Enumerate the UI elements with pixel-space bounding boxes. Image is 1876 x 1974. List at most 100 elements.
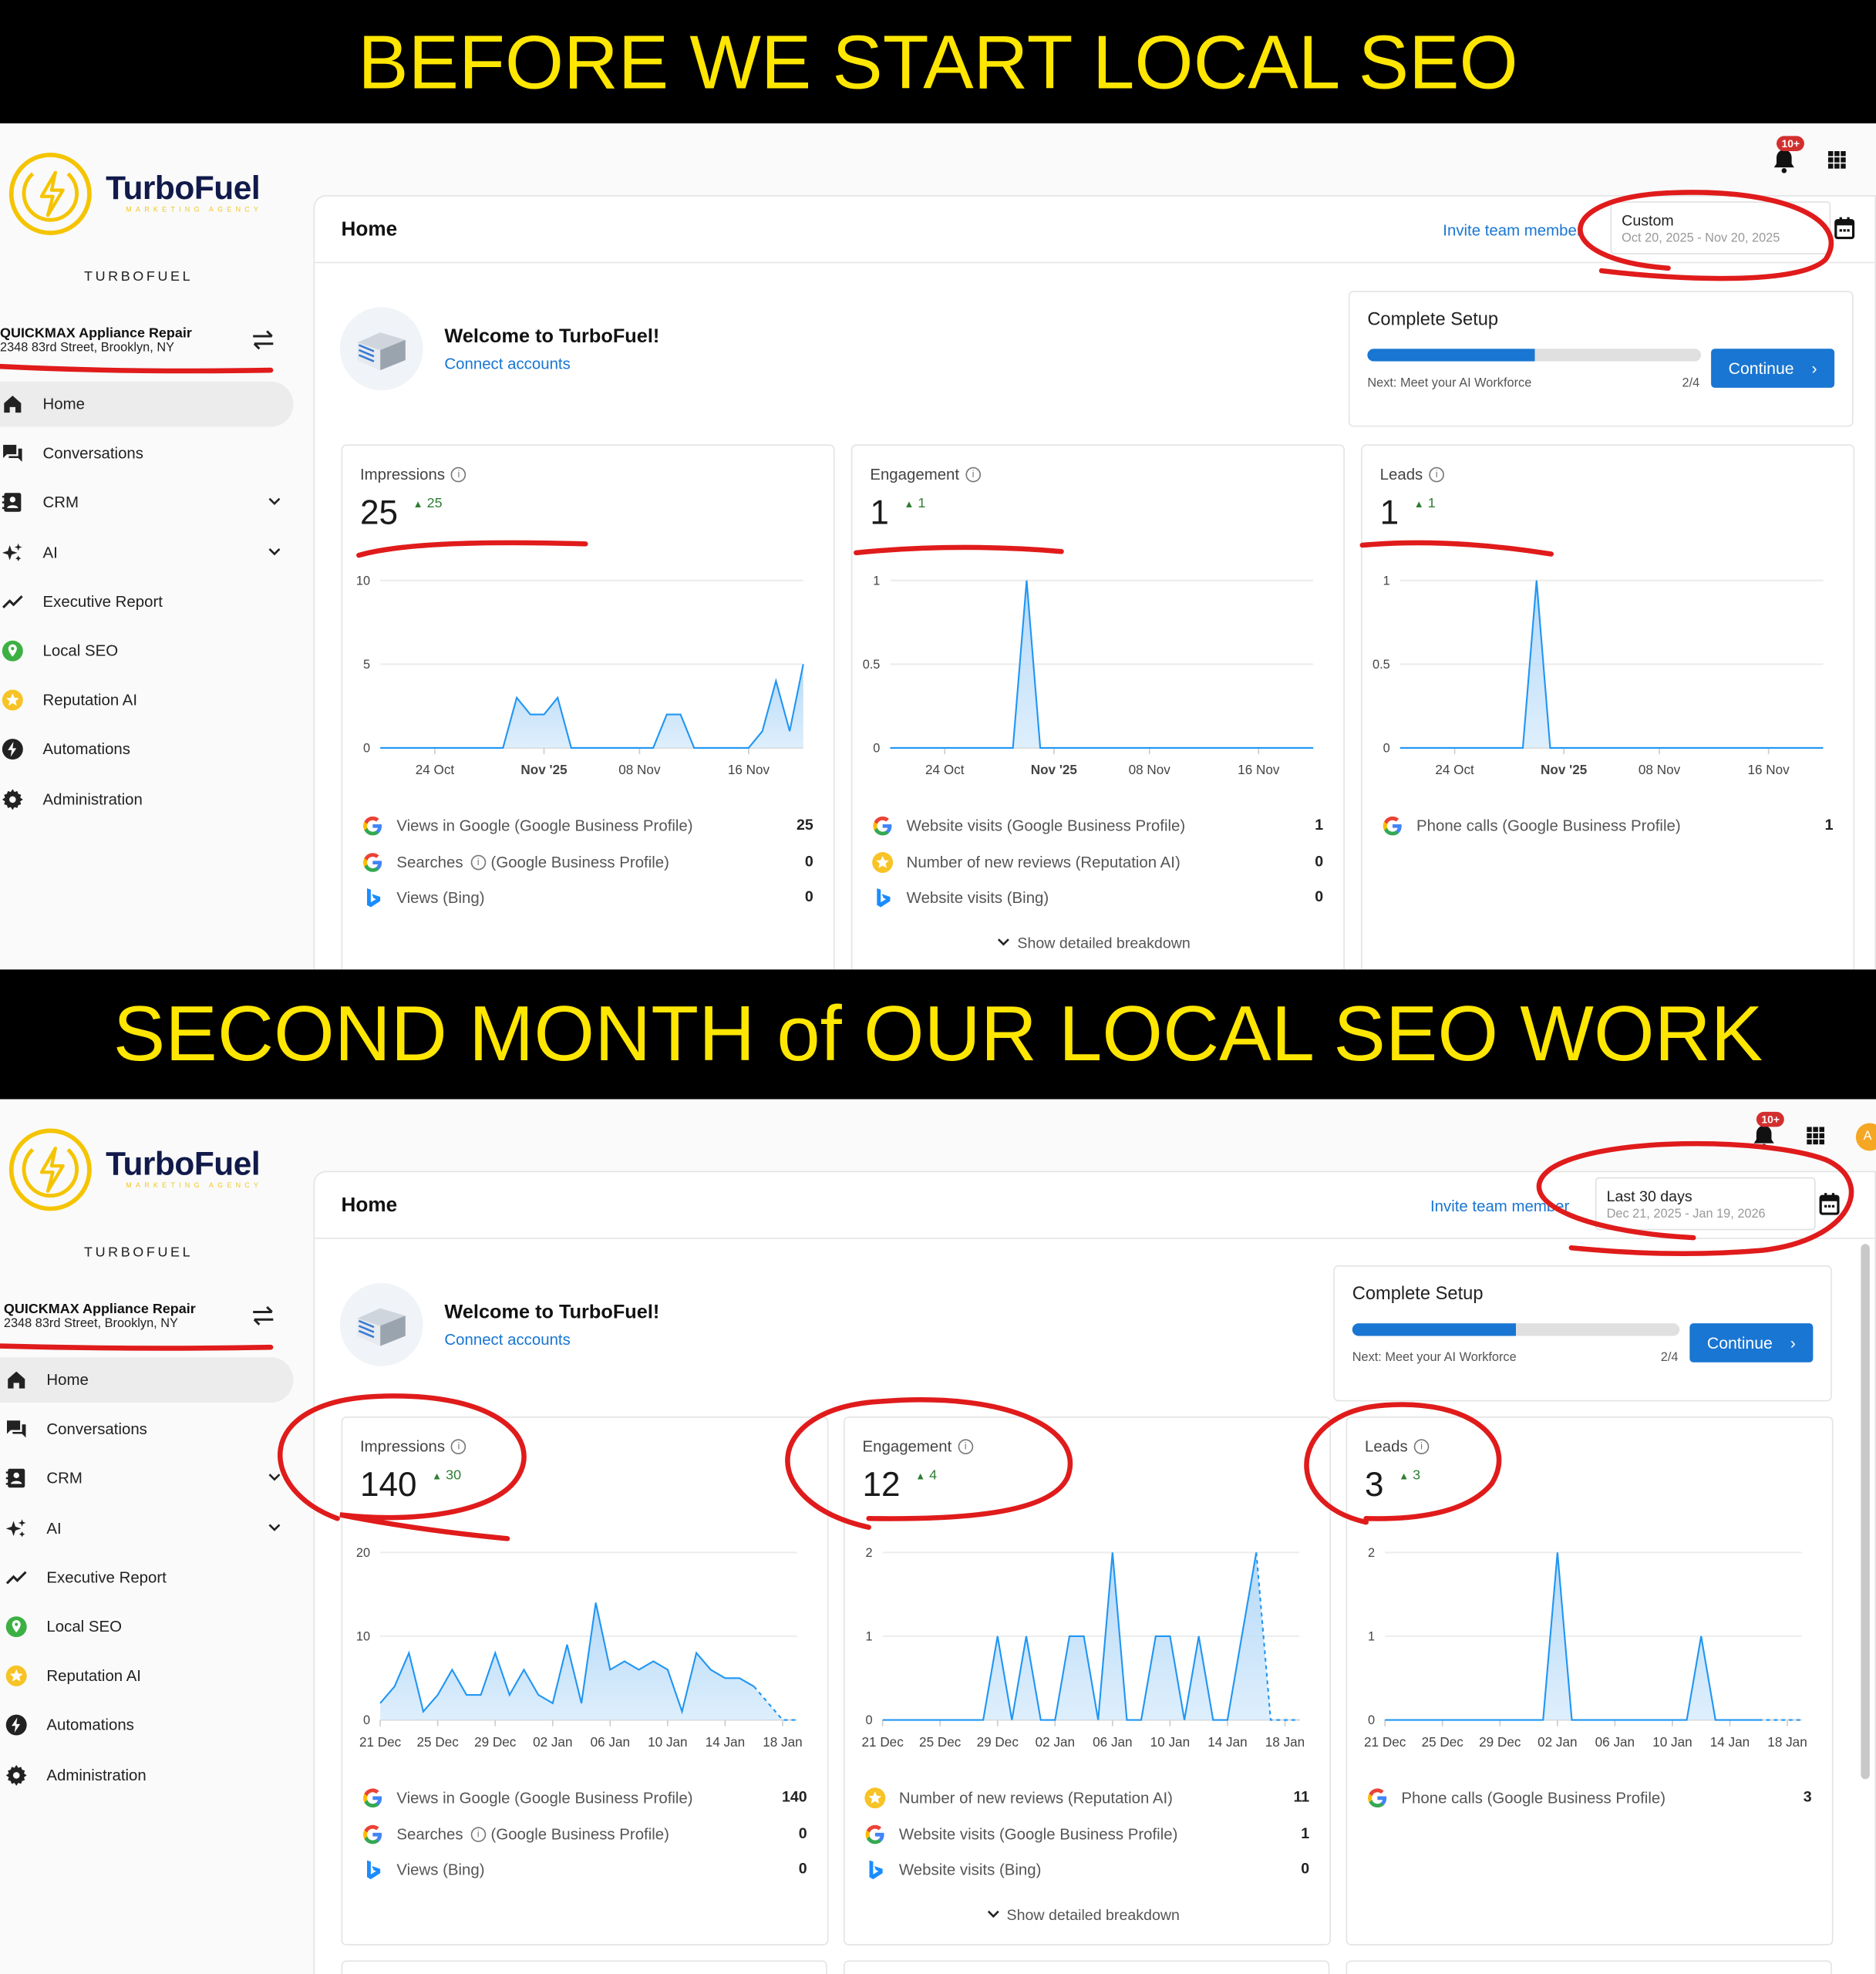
sparkles-icon — [4, 1515, 29, 1541]
sidebar-item-automations[interactable]: Automations — [0, 1703, 293, 1748]
sidebar-item-label: AI — [42, 543, 58, 561]
apps-grid-icon[interactable] — [1827, 150, 1846, 169]
sidebar-item-local-seo[interactable]: Local SEO — [0, 628, 293, 674]
sidebar-item-label: Executive Report — [46, 1568, 167, 1587]
metric-delta: ▲ 1 — [904, 496, 925, 511]
metric-breakdown-row: Website visits (Bing) — [863, 1858, 1042, 1883]
welcome-illustration — [339, 307, 423, 391]
y-tick-label: 5 — [363, 658, 370, 672]
account-switcher[interactable]: QUICKMAX Appliance Repair 2348 83rd Stree… — [4, 1302, 196, 1331]
row-label-suffix: (Google Business Profile) — [490, 853, 669, 871]
sidebar-item-ai[interactable]: AI — [0, 530, 293, 575]
calendar-icon[interactable] — [1834, 217, 1855, 240]
continue-button[interactable]: Continue › — [1711, 349, 1835, 388]
x-tick-label: 14 Jan — [1207, 1734, 1247, 1750]
metric-breakdown-row: Views (Bing) — [360, 885, 485, 911]
sidebar-item-local-seo[interactable]: Local SEO — [0, 1604, 293, 1649]
show-detailed-breakdown-button[interactable]: Show detailed breakdown — [997, 935, 1191, 952]
trend-icon — [4, 1565, 29, 1590]
chevron-down-icon — [268, 1470, 281, 1487]
sidebar-item-reputation-ai[interactable]: Reputation AI — [0, 1653, 293, 1699]
notifications-bell-icon[interactable] — [1773, 149, 1795, 174]
calendar-icon[interactable] — [1819, 1192, 1840, 1215]
google-icon — [1365, 1785, 1390, 1811]
notifications-bell-icon[interactable] — [1753, 1124, 1775, 1150]
google-icon — [360, 814, 386, 839]
invite-team-member-link[interactable]: Invite team member — [1443, 221, 1582, 240]
show-detailed-breakdown-button[interactable]: Show detailed breakdown — [986, 1906, 1180, 1924]
chevron-down-icon — [986, 1906, 999, 1924]
sidebar-item-home[interactable]: Home — [0, 381, 294, 427]
continue-button[interactable]: Continue › — [1689, 1323, 1814, 1363]
reputation-star-icon — [863, 1785, 888, 1811]
sidebar-item-crm[interactable]: CRM — [0, 480, 293, 526]
turbofuel-logo-icon — [8, 152, 92, 235]
contacts-icon — [4, 1466, 29, 1491]
sidebar-item-executive-report[interactable]: Executive Report — [0, 1555, 293, 1600]
row-label: Website visits (Bing) — [898, 1861, 1042, 1879]
metric-breakdown-row: Views (Bing) — [360, 1858, 485, 1883]
x-tick-label: 25 Dec — [919, 1734, 962, 1750]
breakdown-label: Show detailed breakdown — [1006, 1906, 1180, 1925]
invite-team-member-link[interactable]: Invite team member — [1430, 1197, 1570, 1215]
info-icon[interactable]: i — [965, 467, 981, 483]
sidebar-item-automations[interactable]: Automations — [0, 727, 293, 773]
sidebar-item-conversations[interactable]: Conversations — [0, 431, 293, 477]
sidebar-item-ai[interactable]: AI — [0, 1505, 293, 1551]
switch-account-icon[interactable] — [251, 330, 276, 350]
google-icon — [360, 1785, 386, 1811]
sidebar-item-executive-report[interactable]: Executive Report — [0, 579, 293, 625]
info-icon[interactable]: i — [470, 854, 486, 870]
x-tick-label: 10 Jan — [648, 1734, 687, 1750]
user-avatar[interactable]: A — [1855, 1123, 1876, 1151]
bolt-icon — [0, 737, 25, 763]
sidebar-item-administration[interactable]: Administration — [0, 776, 293, 822]
sidebar-item-administration[interactable]: Administration — [0, 1752, 293, 1797]
connect-accounts-link[interactable]: Connect accounts — [444, 1330, 571, 1349]
info-icon[interactable]: i — [451, 467, 466, 483]
trend-up-icon: ▲ — [1413, 497, 1424, 510]
row-label: Website visits (Bing) — [906, 888, 1049, 907]
area-chart: 0 0.5 1 24 Oct Nov '25 08 Nov 16 Nov — [1372, 574, 1824, 777]
area-fill — [380, 664, 803, 748]
row-value: 0 — [1315, 888, 1324, 906]
y-tick-label: 0 — [363, 742, 370, 756]
gear-icon — [4, 1762, 29, 1787]
sidebar-item-reputation-ai[interactable]: Reputation AI — [0, 678, 293, 723]
chevron-down-icon — [997, 935, 1009, 952]
x-tick-label: 18 Jan — [1265, 1734, 1305, 1750]
bing-icon — [870, 885, 895, 911]
sidebar-item-label: Local SEO — [46, 1618, 123, 1636]
row-value: 140 — [781, 1787, 807, 1806]
apps-grid-icon[interactable] — [1807, 1127, 1825, 1145]
y-tick-label: 0 — [363, 1713, 370, 1727]
sidebar-item-label: Executive Report — [42, 592, 163, 611]
info-icon[interactable]: i — [470, 1826, 486, 1842]
x-tick-label: 10 Jan — [1652, 1734, 1692, 1750]
account-switcher[interactable]: QUICKMAX Appliance Repair 2348 83rd Stree… — [0, 326, 192, 355]
row-value: 11 — [1293, 1787, 1310, 1806]
x-tick-label: 21 Dec — [1364, 1734, 1406, 1750]
x-tick-label: 14 Jan — [1710, 1734, 1750, 1750]
google-icon — [863, 1821, 888, 1847]
chevron-down-icon — [268, 494, 281, 512]
connect-accounts-link[interactable]: Connect accounts — [444, 355, 571, 373]
switch-account-icon[interactable] — [251, 1305, 276, 1326]
date-range-picker[interactable]: Last 30 days Dec 21, 2025 - Jan 19, 2026 — [1595, 1177, 1816, 1231]
sidebar-item-crm[interactable]: CRM — [0, 1456, 293, 1501]
bing-icon — [863, 1858, 888, 1883]
info-icon[interactable]: i — [1429, 467, 1445, 483]
x-tick-label: 25 Dec — [417, 1734, 460, 1750]
metric-breakdown-row: Phone calls (Google Business Profile) — [1365, 1785, 1665, 1811]
google-icon — [1380, 814, 1406, 839]
metric-card-impressions: Impressions i 25 ▲ 25 0 5 10 24 Oct Nov '25 08 No… — [341, 444, 835, 970]
area-chart: 0 5 10 24 Oct Nov '25 08 Nov 16 Nov — [356, 574, 804, 777]
bing-icon — [360, 885, 386, 911]
metric-title: Impressions — [360, 466, 446, 484]
sidebar-item-home[interactable]: Home — [0, 1357, 294, 1403]
sidebar-item-label: Reputation AI — [42, 691, 138, 709]
row-value: 1 — [1301, 1824, 1310, 1842]
scrollbar[interactable] — [1861, 1244, 1870, 1780]
date-range-picker[interactable]: Custom Oct 20, 2025 - Nov 20, 2025 — [1610, 201, 1831, 254]
sidebar-item-conversations[interactable]: Conversations — [0, 1406, 293, 1452]
